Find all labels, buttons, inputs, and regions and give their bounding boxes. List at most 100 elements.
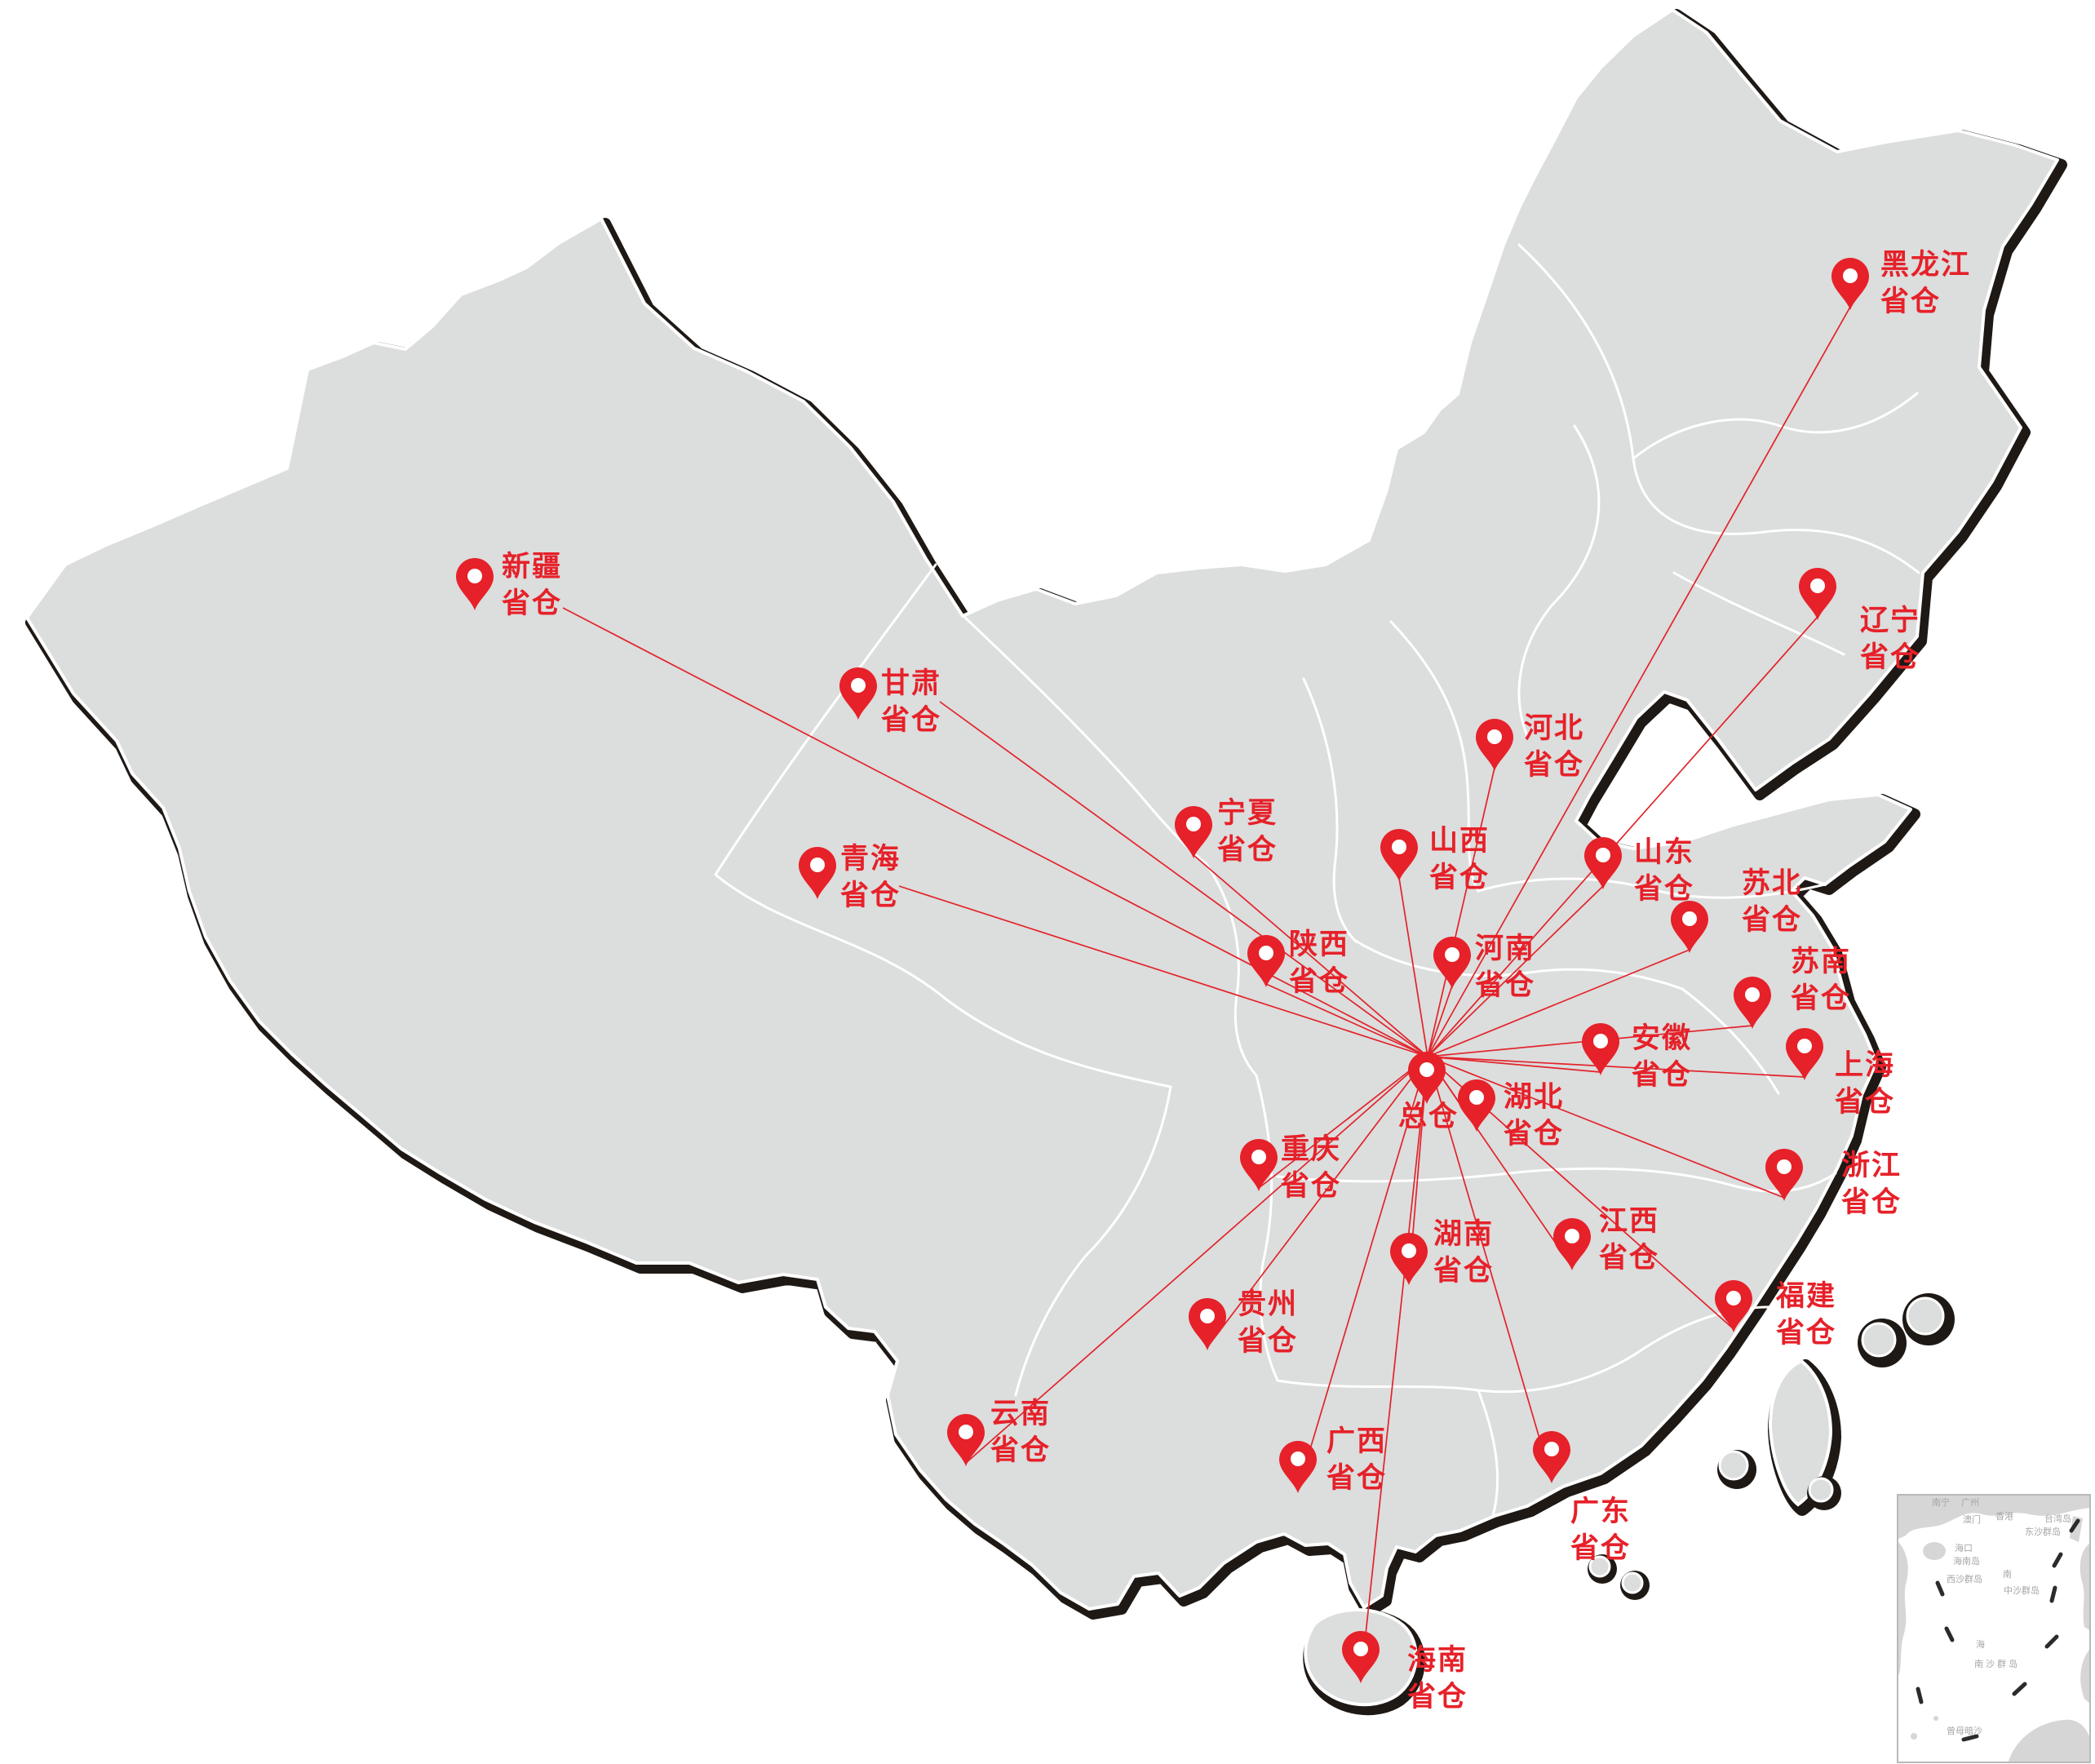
pin-hole (810, 858, 825, 872)
pin-subei[interactable] (1671, 901, 1708, 953)
south-china-sea-inset (1897, 1494, 2091, 1763)
warehouse-label-zhejiang: 浙江 省仓 (1841, 1150, 1902, 1218)
pin-hole (1777, 1159, 1792, 1174)
pin-hole (1259, 946, 1273, 960)
warehouse-label-sunan: 苏南 省仓 (1791, 946, 1852, 1014)
route-line-liaoning (1427, 616, 1818, 1057)
route-line-gansu (939, 701, 1428, 1057)
warehouse-label-shanghai: 上海 省仓 (1835, 1049, 1896, 1118)
pin-hole (1353, 1642, 1368, 1656)
route-line-shanghai (1427, 1056, 1805, 1078)
route-line-jiangxi (1427, 1056, 1573, 1268)
route-line-shanxi (1398, 877, 1428, 1057)
pin-henan[interactable] (1433, 937, 1471, 989)
small-island-pearl-1 (1588, 1554, 1617, 1584)
warehouse-label-shaanxi: 陕西 省仓 (1289, 929, 1350, 997)
route-line-xinjiang (562, 607, 1428, 1057)
inset-label-11: 海 (1976, 1640, 1985, 1650)
pin-hole (1843, 268, 1858, 283)
pin-hubei[interactable] (1458, 1079, 1495, 1132)
pin-hole (1186, 817, 1201, 831)
route-line-subei (1427, 949, 1690, 1057)
route-line-ningxia (1193, 854, 1428, 1057)
pin-xinjiang[interactable] (456, 558, 494, 610)
route-line-zhejiang (1427, 1056, 1785, 1199)
route-lines (562, 306, 1851, 1681)
pin-shanxi[interactable] (1380, 829, 1418, 881)
location-pins (456, 258, 1869, 1683)
inset-label-5: 东沙群岛 (2025, 1527, 2061, 1537)
pin-anhui[interactable] (1582, 1023, 1619, 1075)
china-landmass (25, 8, 2059, 1611)
route-line-guangxi (1297, 1056, 1428, 1491)
pin-guangxi[interactable] (1279, 1441, 1317, 1493)
pin-zongcang[interactable] (1408, 1052, 1446, 1104)
inset-label-9: 南 (2003, 1570, 2012, 1580)
pin-hole (1544, 1442, 1559, 1456)
small-island-pearl-2 (1620, 1571, 1650, 1600)
pin-shandong[interactable] (1584, 837, 1622, 889)
pin-gansu[interactable] (839, 667, 877, 720)
warehouse-label-jiangxi: 江西 省仓 (1599, 1205, 1660, 1274)
pin-hole (1291, 1452, 1305, 1466)
route-line-chongqing (1258, 1056, 1428, 1189)
pin-yunnan[interactable] (947, 1414, 985, 1466)
hub-label-zongcang: 总仓 (1398, 1101, 1459, 1132)
pin-guizhou[interactable] (1189, 1298, 1226, 1350)
pin-shanghai[interactable] (1786, 1028, 1823, 1080)
pin-hole (1745, 987, 1760, 1002)
nine-dash-line (1916, 1518, 2080, 1742)
route-line-guangdong (1427, 1056, 1552, 1481)
pin-hole (467, 569, 482, 583)
pin-heilongjiang[interactable] (1831, 258, 1869, 310)
warehouse-label-xinjiang: 新疆 省仓 (502, 551, 563, 619)
province-borders (714, 243, 1920, 1518)
inset-label-0: 南宁 (1932, 1498, 1950, 1508)
small-island-northeast-2 (1902, 1293, 1955, 1345)
pin-fujian[interactable] (1715, 1280, 1752, 1332)
pin-liaoning[interactable] (1799, 568, 1836, 620)
pin-zhejiang[interactable] (1765, 1149, 1803, 1201)
pin-guangdong[interactable] (1533, 1431, 1570, 1483)
warehouse-label-anhui: 安徽 省仓 (1632, 1022, 1693, 1091)
warehouse-label-chongqing: 重庆 省仓 (1281, 1133, 1342, 1202)
pin-hole (851, 678, 866, 693)
pin-hole (1797, 1039, 1812, 1053)
small-island-southeast (1807, 1476, 1841, 1510)
inset-label-12: 南 沙 群 岛 (1974, 1660, 2018, 1669)
inset-label-6: 海口 (1955, 1544, 1973, 1553)
route-line-anhui (1427, 1056, 1601, 1073)
pin-shaanxi[interactable] (1247, 935, 1285, 987)
inset-label-2: 澳门 (1963, 1515, 1981, 1525)
route-line-hebei (1427, 767, 1495, 1057)
pin-qinghai[interactable] (799, 847, 836, 899)
inset-frame (1897, 1494, 2091, 1763)
pin-hainan[interactable] (1342, 1631, 1380, 1683)
warehouse-label-hainan: 海南 省仓 (1407, 1644, 1468, 1713)
pin-hebei[interactable] (1476, 719, 1513, 771)
pin-jiangxi[interactable] (1553, 1218, 1591, 1270)
inset-label-10: 中沙群岛 (2004, 1586, 2040, 1596)
route-line-henan (1427, 985, 1453, 1057)
warehouse-label-qinghai: 青海 省仓 (840, 843, 901, 911)
warehouse-label-gansu: 甘肃 省仓 (881, 667, 942, 736)
inset-label-8: 西沙群岛 (1947, 1575, 1982, 1584)
pin-hole (1251, 1150, 1266, 1164)
pin-sunan[interactable] (1734, 977, 1771, 1029)
warehouse-label-hubei: 湖北 省仓 (1504, 1081, 1565, 1150)
warehouse-label-hunan: 湖南 省仓 (1433, 1218, 1495, 1287)
route-line-qinghai (898, 885, 1428, 1057)
warehouse-label-guizhou: 贵州 省仓 (1238, 1288, 1299, 1357)
small-island-northeast-1 (1858, 1319, 1907, 1367)
pin-hole (1445, 947, 1459, 962)
pin-hunan[interactable] (1390, 1233, 1428, 1285)
warehouse-label-henan: 河南 省仓 (1475, 933, 1536, 1001)
pin-hole (1392, 840, 1406, 854)
pin-hole (1726, 1291, 1741, 1305)
pin-chongqing[interactable] (1240, 1139, 1278, 1191)
pin-hole (1682, 911, 1697, 926)
route-line-heilongjiang (1427, 306, 1851, 1057)
pin-ningxia[interactable] (1175, 806, 1212, 858)
